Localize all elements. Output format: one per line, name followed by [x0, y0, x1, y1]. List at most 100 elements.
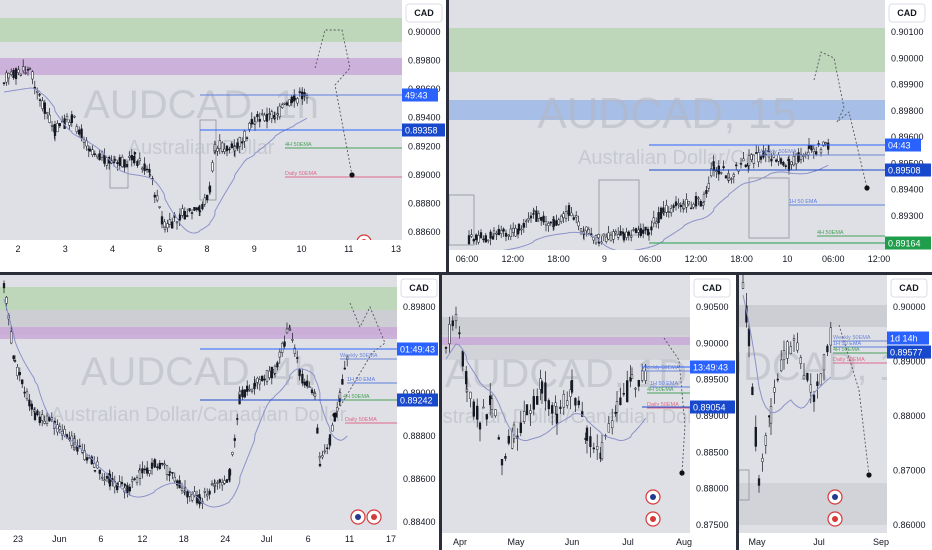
currency-badge-cad[interactable] — [366, 509, 382, 525]
price-tick-label: 0.89000 — [696, 411, 729, 421]
candle — [659, 206, 663, 220]
price-label-text: 0.89358 — [405, 126, 438, 136]
symbol-watermark: AUDCAD, 15 — [537, 89, 796, 138]
candle — [131, 476, 134, 489]
candle-body — [822, 141, 825, 147]
price-tick-label: 0.89600 — [891, 132, 924, 142]
currency-button-bg[interactable] — [693, 278, 731, 298]
candle-body — [78, 129, 81, 135]
candle-body — [293, 347, 296, 354]
candle — [181, 204, 184, 218]
currency-badge-aud[interactable] — [350, 509, 366, 525]
chart-svg[interactable]: AUDCAD, 4h Australian Dollar/Canadian Dol… — [0, 275, 439, 550]
candle-body — [116, 483, 119, 491]
candle-body — [213, 144, 217, 151]
currency-button[interactable]: CAD — [890, 278, 928, 298]
currency-badge-cad[interactable] — [827, 511, 843, 527]
chart-panel-1d[interactable]: AUDCAD, 1D Australian Dollar/Canadian Dol… — [442, 275, 736, 550]
currency-label[interactable]: CAD — [897, 8, 917, 18]
currency-label[interactable]: CAD — [409, 283, 429, 293]
currency-button-bg[interactable] — [890, 278, 928, 298]
currency-button-bg[interactable] — [405, 3, 443, 23]
candle-body — [283, 102, 286, 105]
candle-body — [715, 170, 718, 172]
candle-body — [26, 69, 30, 71]
projection-path — [663, 337, 686, 474]
time-axis[interactable] — [0, 240, 402, 272]
candle — [596, 434, 599, 460]
candle — [461, 350, 464, 372]
candle-body — [634, 387, 637, 390]
time-tick-label: 18 — [179, 534, 189, 544]
chart-svg[interactable]: AUDCAD, 15 Australian Dollar/Ca 1H 50 EMA W… — [449, 0, 932, 272]
candle — [145, 165, 149, 173]
candle-body — [819, 149, 823, 154]
candle-body — [43, 420, 46, 424]
price-label-bg — [690, 400, 735, 414]
price-axis[interactable] — [885, 0, 932, 272]
candle-body — [133, 478, 136, 480]
chart-panel-1h[interactable]: AUDCAD, 1h Australian Dollar 4H 50EMA Daily… — [0, 0, 446, 272]
time-tick-label: 23 — [13, 534, 23, 544]
candle — [298, 370, 302, 377]
candle — [747, 149, 751, 170]
candle — [285, 322, 289, 334]
currency-button[interactable]: CAD — [405, 3, 443, 23]
divider-vertical-top[interactable] — [446, 0, 449, 272]
candle-body — [125, 164, 129, 167]
candle — [253, 378, 257, 389]
currency-badge-aud[interactable] — [645, 489, 661, 505]
candle — [741, 275, 745, 290]
currency-label[interactable]: CAD — [899, 283, 919, 293]
candle — [243, 389, 246, 399]
candle-body — [318, 456, 321, 459]
price-tick-label: 0.89500 — [696, 375, 729, 385]
currency-badge-cad[interactable] — [645, 511, 661, 527]
candle-body — [10, 71, 13, 75]
divider-vertical-bottom-1[interactable] — [439, 275, 442, 550]
currency-badge-aud[interactable] — [827, 489, 843, 505]
candle-body — [30, 403, 33, 410]
candle-body — [276, 362, 279, 368]
chart-svg[interactable]: AUDCAD, 1D Australian Dollar/Canadian Dol… — [442, 275, 736, 550]
price-axis[interactable] — [397, 275, 439, 550]
currency-button-bg[interactable] — [888, 3, 926, 23]
time-axis[interactable] — [739, 533, 887, 550]
chart-panel-15m[interactable]: AUDCAD, 15 Australian Dollar/Ca 1H 50 EMA W… — [449, 0, 932, 272]
currency-button-bg[interactable] — [400, 278, 438, 298]
divider-horizontal[interactable] — [0, 272, 932, 275]
candle — [655, 217, 658, 228]
candle-body — [135, 477, 139, 483]
candle — [827, 138, 830, 155]
symbol-watermark-subtitle: Australian Dollar/Canadian Dollar — [51, 404, 347, 426]
candle-body — [5, 296, 8, 304]
candle — [43, 99, 46, 120]
candle-body — [256, 377, 259, 383]
candle — [25, 388, 29, 402]
candle — [36, 408, 39, 417]
time-axis[interactable] — [449, 250, 885, 272]
candle-body — [461, 350, 464, 367]
zone-green — [449, 28, 885, 72]
candle — [767, 145, 771, 163]
currency-label[interactable]: CAD — [702, 283, 722, 293]
candle — [85, 453, 89, 464]
divider-vertical-bottom-2[interactable] — [736, 275, 739, 550]
price-axis[interactable] — [887, 275, 932, 550]
currency-button[interactable]: CAD — [888, 3, 926, 23]
currency-button[interactable]: CAD — [400, 278, 438, 298]
time-axis[interactable] — [0, 530, 397, 550]
currency-button[interactable]: CAD — [693, 278, 731, 298]
candle — [201, 201, 204, 211]
candle — [121, 154, 124, 168]
time-axis[interactable] — [442, 533, 690, 550]
chart-panel-4h[interactable]: AUDCAD, 4h Australian Dollar/Canadian Dol… — [0, 275, 439, 550]
currency-label[interactable]: CAD — [414, 8, 434, 18]
candle-body — [685, 199, 688, 208]
candle-body — [112, 161, 116, 164]
candle — [93, 470, 97, 473]
price-label-bg — [885, 236, 931, 250]
